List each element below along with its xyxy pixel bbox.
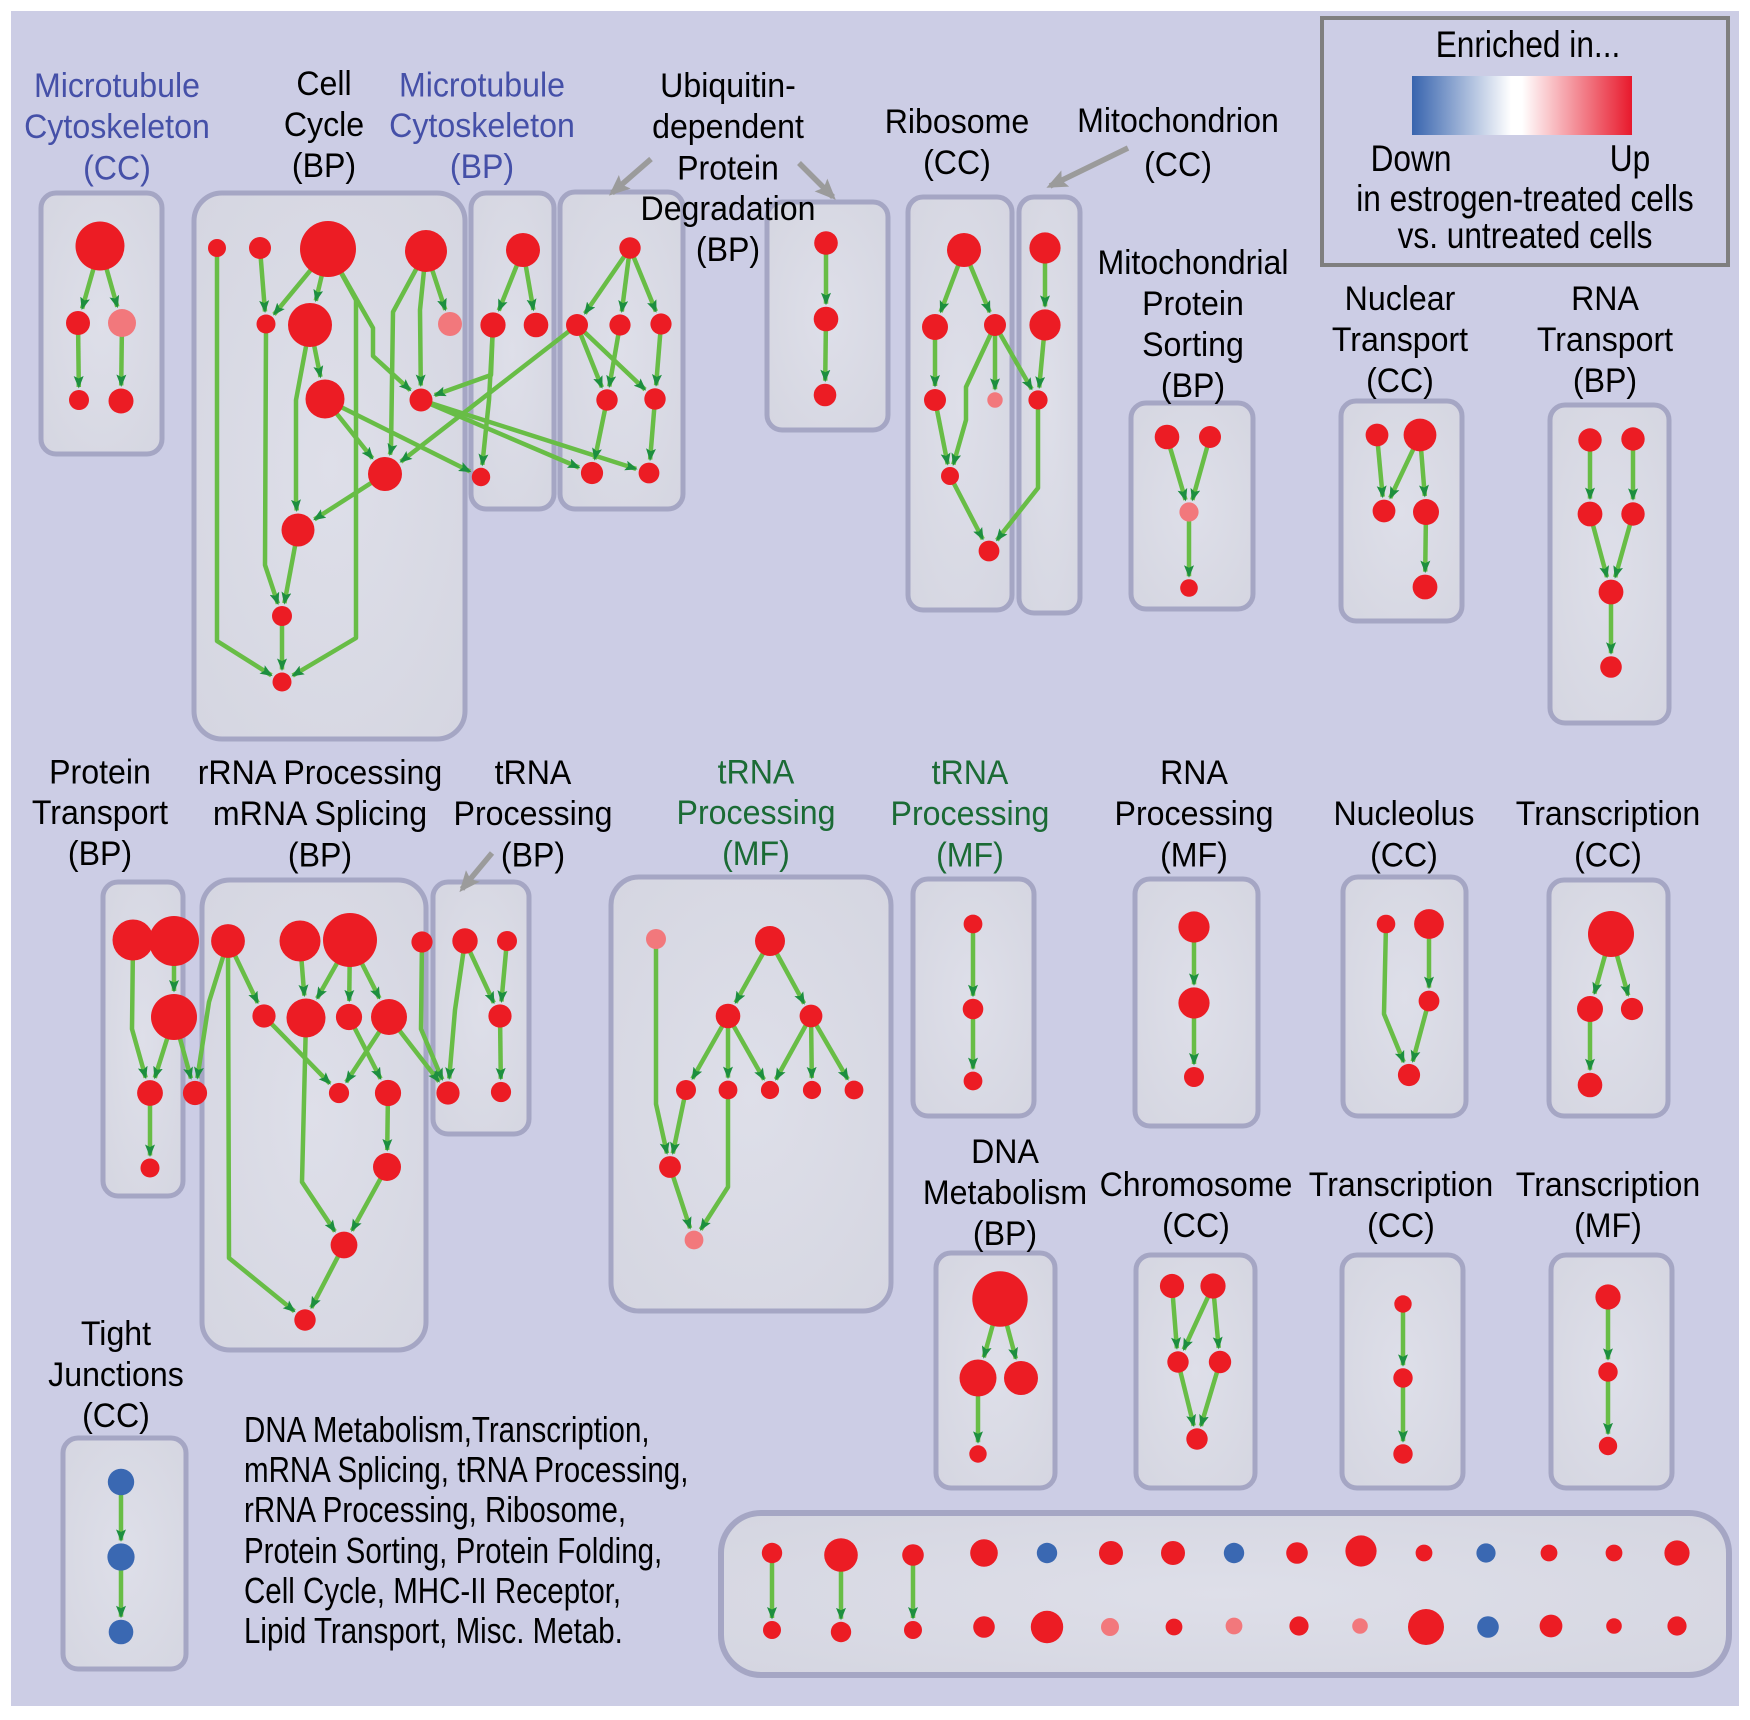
svg-text:Ribosome(CC): Ribosome (CC): [885, 103, 1030, 182]
svg-text:Enriched in...: Enriched in...: [1436, 25, 1621, 66]
svg-text:DNA Metabolism,Transcription,m: DNA Metabolism,Transcription, mRNA Splici…: [244, 1409, 688, 1650]
svg-text:Nucleolus(CC): Nucleolus (CC): [1333, 795, 1474, 874]
svg-text:Up: Up: [1610, 139, 1650, 180]
svg-text:Down: Down: [1371, 139, 1452, 180]
svg-text:(CC): (CC): [1144, 146, 1212, 184]
svg-text:Mitochondrion: Mitochondrion: [1077, 102, 1279, 140]
svg-text:Transcription(CC): Transcription (CC): [1516, 795, 1700, 874]
svg-text:Transcription(MF): Transcription (MF): [1516, 1166, 1700, 1245]
svg-text:vs. untreated cells: vs. untreated cells: [1398, 216, 1653, 257]
svg-text:in estrogen-treated cells: in estrogen-treated cells: [1356, 179, 1693, 220]
svg-text:Chromosome(CC): Chromosome (CC): [1100, 1166, 1293, 1245]
svg-text:Transcription(CC): Transcription (CC): [1309, 1166, 1493, 1245]
